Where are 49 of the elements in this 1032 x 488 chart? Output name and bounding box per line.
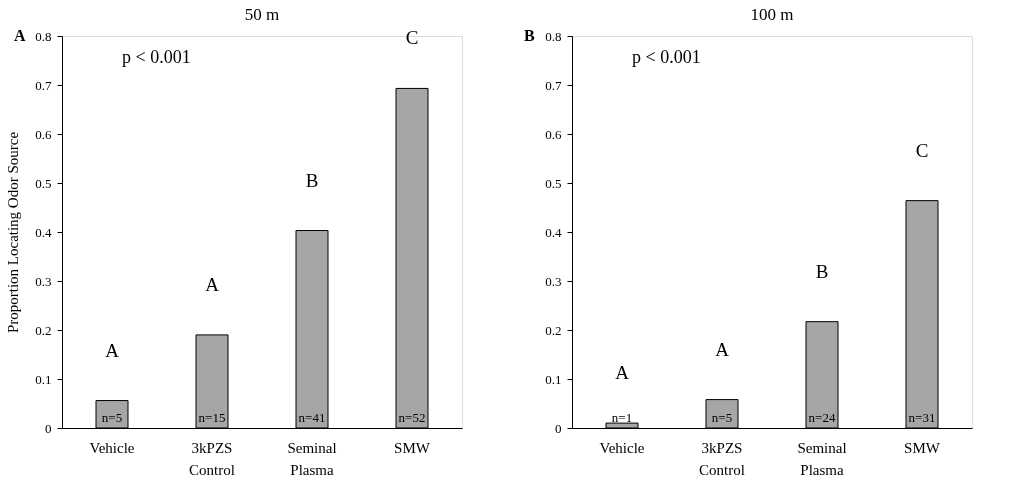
annotation: p < 0.001 bbox=[632, 47, 701, 67]
x-tick-label: Vehicle bbox=[89, 439, 135, 456]
y-tick-label: 0.5 bbox=[545, 175, 562, 191]
y-tick-label: 0.7 bbox=[35, 77, 52, 93]
annotation: C bbox=[915, 139, 929, 161]
y-tick-label: 0.5 bbox=[35, 175, 52, 191]
x-tick-label: SMW bbox=[904, 439, 941, 456]
y-tick-label: 0.2 bbox=[35, 322, 52, 338]
text: B bbox=[524, 27, 535, 44]
annotation: A bbox=[615, 362, 630, 384]
y-tick-label: 0.4 bbox=[545, 224, 562, 240]
text: A bbox=[14, 27, 26, 44]
annotation: A bbox=[715, 338, 730, 360]
annotation: n=31 bbox=[908, 410, 936, 425]
y-tick-label: 0.4 bbox=[35, 224, 52, 240]
annotation: n=1 bbox=[611, 410, 633, 425]
annotation: n=15 bbox=[198, 410, 226, 425]
annotation: n=52 bbox=[398, 410, 426, 425]
annotation: n=5 bbox=[101, 410, 123, 425]
annotation: B bbox=[305, 169, 319, 191]
y-tick-label: 0.3 bbox=[35, 273, 52, 289]
annotation: A bbox=[105, 339, 120, 361]
annotation: C bbox=[405, 27, 419, 49]
annotation: n=5 bbox=[711, 410, 733, 425]
x-tick-label: Seminal Plasma bbox=[797, 439, 847, 478]
y-tick-label: 0.6 bbox=[35, 126, 52, 142]
x-tick-label: Seminal Plasma bbox=[287, 439, 337, 478]
chart-title: 50 m bbox=[244, 5, 280, 24]
x-tick-label: 3kPZS Control bbox=[699, 439, 745, 478]
y-tick-label: 0.2 bbox=[545, 322, 562, 338]
annotation: n=41 bbox=[298, 410, 326, 425]
chart-title: 100 m bbox=[750, 5, 794, 24]
y-axis-title: Proportion Locating Odor Source bbox=[5, 131, 22, 334]
x-tick-label: 3kPZS Control bbox=[189, 439, 235, 478]
y-tick-label: 0.3 bbox=[545, 273, 562, 289]
x-tick-label: SMW bbox=[394, 439, 431, 456]
annotation: p < 0.001 bbox=[122, 47, 191, 67]
x-tick-label: Vehicle bbox=[599, 439, 645, 456]
annotation: n=24 bbox=[808, 410, 836, 425]
y-tick-label: 0.7 bbox=[545, 77, 562, 93]
y-tick-label: 0.1 bbox=[35, 371, 52, 387]
y-tick-label: 0.8 bbox=[35, 28, 52, 44]
annotation: A bbox=[205, 273, 220, 295]
annotation: B bbox=[815, 260, 829, 282]
y-tick-label: 0 bbox=[555, 420, 562, 436]
y-tick-label: 0.1 bbox=[545, 371, 562, 387]
y-tick-label: 0.6 bbox=[545, 126, 562, 142]
y-tick-label: 0 bbox=[45, 420, 52, 436]
y-tick-label: 0.8 bbox=[545, 28, 562, 44]
